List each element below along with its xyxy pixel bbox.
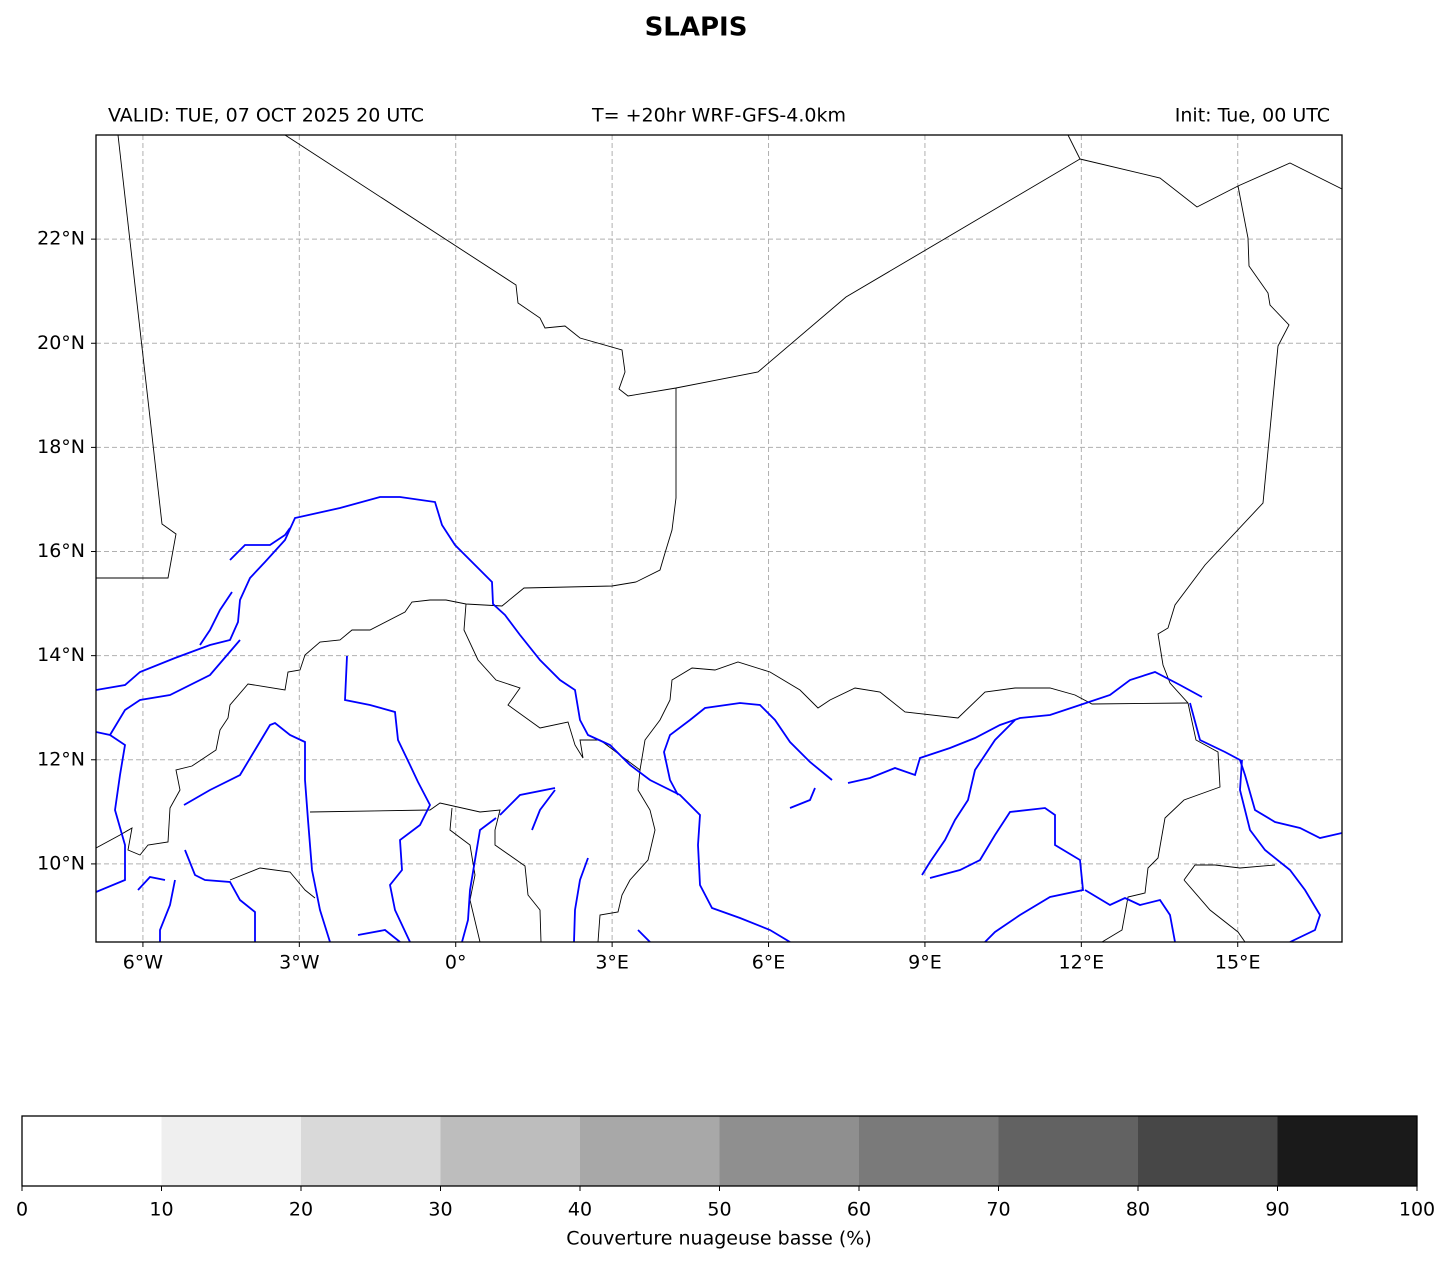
colorbar-segment xyxy=(580,1116,720,1186)
y-tick-label: 20°N xyxy=(37,332,85,354)
y-tick-label: 22°N xyxy=(37,228,85,250)
colorbar-tick-label: 20 xyxy=(289,1199,313,1221)
colorbar-segment xyxy=(998,1116,1138,1186)
colorbar-tick-label: 90 xyxy=(1265,1199,1289,1221)
borders xyxy=(96,135,1342,942)
x-tick-label: 6°E xyxy=(752,952,786,974)
colorbar-segment xyxy=(22,1116,162,1186)
y-tick-label: 10°N xyxy=(37,852,85,874)
colorbar-tick-label: 0 xyxy=(16,1199,28,1221)
colorbar-tick-label: 80 xyxy=(1126,1199,1150,1221)
colorbar-label: Couverture nuageuse basse (%) xyxy=(566,1228,872,1250)
lead-time: T= +20hr WRF-GFS-4.0km xyxy=(591,105,846,127)
x-tick-label: 3°E xyxy=(595,952,629,974)
colorbar-segment xyxy=(1277,1116,1417,1186)
colorbar-segment xyxy=(161,1116,301,1186)
colorbar: 0 10 20 30 40 50 60 70 80 90 100 xyxy=(16,1115,1435,1221)
colorbar-segment xyxy=(1138,1116,1278,1186)
colorbar-tick-label: 50 xyxy=(707,1199,731,1221)
rivers xyxy=(96,496,1342,942)
y-tick-label: 12°N xyxy=(37,748,85,770)
colorbar-segment xyxy=(859,1116,999,1186)
x-tick-label: 6°W xyxy=(123,952,164,974)
x-tick-label: 15°E xyxy=(1215,952,1261,974)
colorbar-segment xyxy=(440,1116,580,1186)
map-frame xyxy=(95,134,1343,943)
x-tick-label: 0° xyxy=(445,952,467,974)
y-tick-label: 18°N xyxy=(37,436,85,458)
colorbar-tick-label: 30 xyxy=(428,1199,452,1221)
y-tick-label: 16°N xyxy=(37,540,85,562)
grid xyxy=(96,135,1342,942)
init-time: Init: Tue, 00 UTC xyxy=(1175,105,1330,127)
colorbar-tick-label: 60 xyxy=(847,1199,871,1221)
colorbar-segment xyxy=(301,1116,441,1186)
y-tick-label: 14°N xyxy=(37,644,85,666)
title: SLAPIS xyxy=(645,13,748,43)
colorbar-segment xyxy=(719,1116,859,1186)
colorbar-tick-label: 40 xyxy=(568,1199,592,1221)
x-tick-label: 9°E xyxy=(908,952,942,974)
colorbar-tick-label: 10 xyxy=(149,1199,173,1221)
x-tick-label: 3°W xyxy=(279,952,320,974)
valid-time: VALID: TUE, 07 OCT 2025 20 UTC xyxy=(108,105,424,127)
colorbar-tick-label: 70 xyxy=(986,1199,1010,1221)
colorbar-tick-label: 100 xyxy=(1399,1199,1435,1221)
x-tick-label: 12°E xyxy=(1058,952,1104,974)
